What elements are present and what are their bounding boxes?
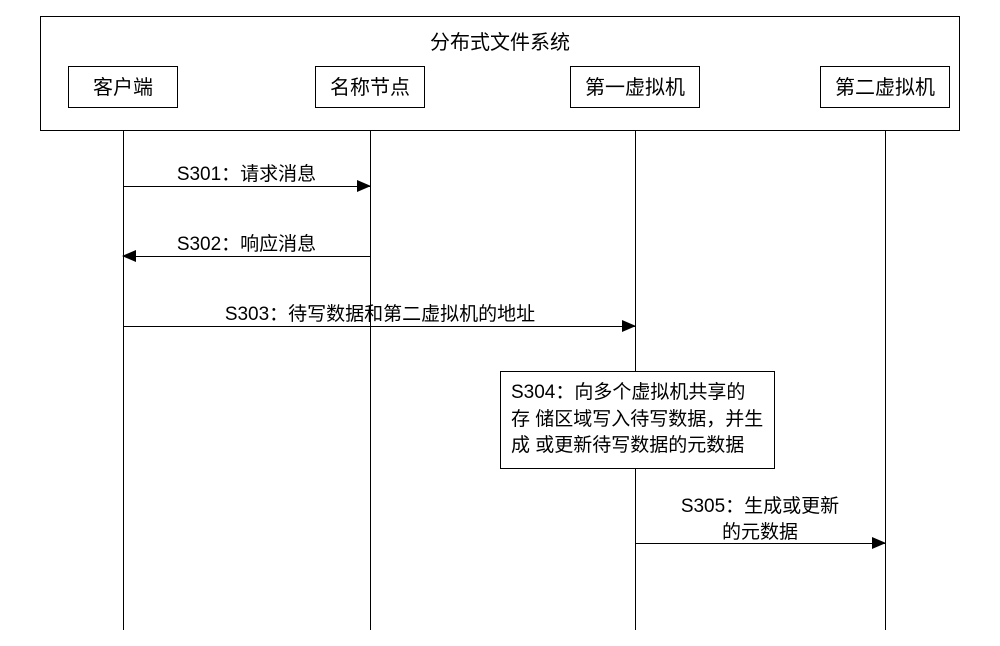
sequence-diagram: 分布式文件系统 客户端 名称节点 第一虚拟机 第二虚拟机 S301：请求消息 S… [40,16,960,630]
msg-s303-arrow [622,320,636,332]
msg-s305-line [635,543,885,544]
msg-s305-label: S305：生成或更新 的元数据 [645,494,875,545]
participant-vm1: 第一虚拟机 [570,66,700,108]
msg-s303-label: S303：待写数据和第二虚拟机的地址 [160,302,600,328]
participant-vm2: 第二虚拟机 [820,66,950,108]
lifeline-name-node [370,131,371,630]
msg-s301-arrow [357,180,371,192]
note-s304: S304：向多个虚拟机共享的存 储区域写入待写数据，并生成 或更新待写数据的元数… [500,371,775,469]
participant-client-label: 客户端 [93,77,153,99]
note-s304-text: S304：向多个虚拟机共享的存 储区域写入待写数据，并生成 或更新待写数据的元数… [511,382,763,456]
msg-s303-line [123,326,635,327]
lifeline-vm1-upper [635,131,636,371]
participant-name-node: 名称节点 [315,66,425,108]
msg-s305-arrow [872,537,886,549]
msg-s301-label: S301：请求消息 [130,162,363,188]
participant-name-node-label: 名称节点 [330,77,410,99]
participant-vm2-label: 第二虚拟机 [835,77,935,99]
participant-client: 客户端 [68,66,178,108]
lifeline-vm1-lower [635,466,636,630]
lifeline-vm2 [885,131,886,630]
participant-vm1-label: 第一虚拟机 [585,77,685,99]
msg-s302-line [123,256,370,257]
msg-s301-line [123,186,370,187]
lifeline-client [123,131,124,630]
msg-s302-arrow [122,250,136,262]
system-title: 分布式文件系统 [40,26,960,55]
msg-s302-label: S302：响应消息 [130,232,363,258]
